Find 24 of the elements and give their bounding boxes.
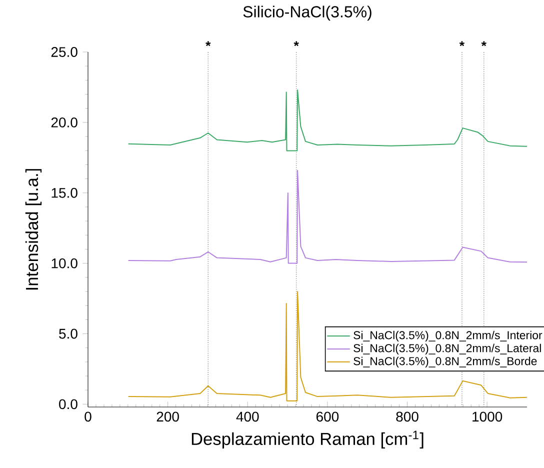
x-tick-label: 400	[236, 412, 259, 422]
x-tick-label: 0	[84, 412, 92, 422]
ref-line-label: *	[481, 41, 486, 46]
ref-line-label: *	[206, 41, 211, 46]
chart-title: Silicio-NaCl(3.5%)	[243, 6, 372, 21]
y-axis-title: Intensidad [u.a.]	[25, 169, 42, 290]
x-tick-label: 600	[316, 412, 339, 422]
x-tick-label: 800	[396, 412, 418, 422]
y-tick-label: 25.0	[51, 47, 78, 57]
ref-line-label: *	[459, 41, 465, 46]
y-tick-label: 15.0	[52, 188, 78, 198]
legend-label: Si_NaCl(3.5%)_0.8N_2mm/s_Interior	[354, 330, 542, 342]
x-tick-label: 1000	[472, 412, 502, 422]
x-axis-title: Desplazamiento Raman [cm$^{-1}$]	[192, 430, 424, 449]
line-series	[128, 90, 528, 152]
y-tick-label: 5.0	[59, 328, 78, 339]
ref-line-label: *	[294, 41, 299, 46]
legend-label: Si_NaCl(3.5%)_0.8N_2mm/s_Lateral	[354, 344, 541, 354]
x-tick-label: 200	[156, 412, 179, 422]
y-tick-label: 20.0	[51, 117, 78, 128]
y-tick-label: 0.0	[59, 399, 78, 410]
line-series	[128, 170, 528, 264]
y-tick-label: 10.0	[52, 258, 78, 268]
legend-label: Si_NaCl(3.5%)_0.8N_2mm/s_Borde	[354, 356, 537, 368]
